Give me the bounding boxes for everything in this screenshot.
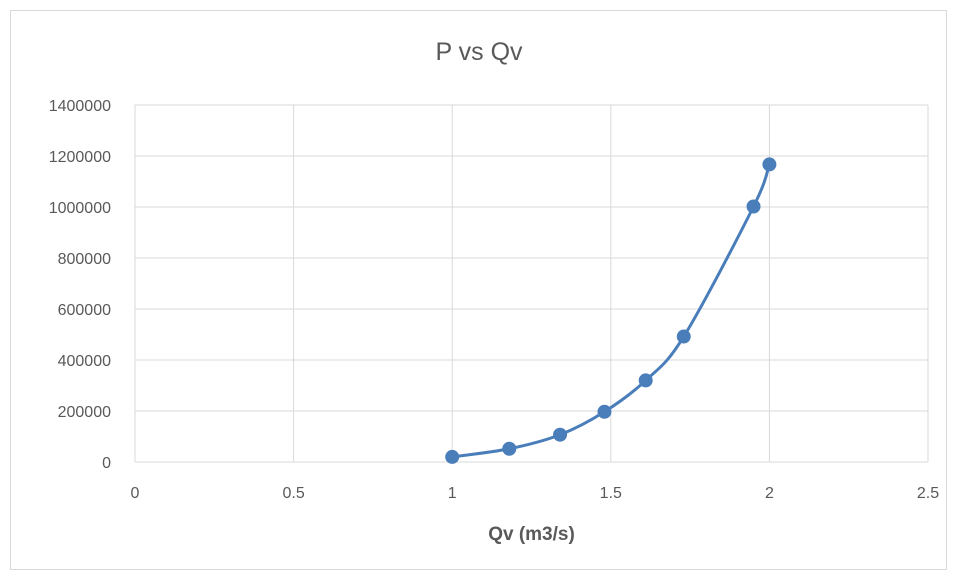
y-tick-label: 1000000 <box>49 200 111 217</box>
y-tick-label: 200000 <box>58 404 111 421</box>
x-axis-ticks: 0 0.5 1 1.5 2 2.5 <box>131 485 940 502</box>
data-point <box>762 157 777 172</box>
data-point <box>502 441 517 456</box>
x-tick-label: 1.5 <box>600 485 622 502</box>
data-point <box>676 329 691 344</box>
x-tick-label: 0 <box>131 485 140 502</box>
y-tick-label: 0 <box>102 455 111 472</box>
series-line <box>451 163 771 459</box>
x-tick-label: 2 <box>765 485 774 502</box>
y-tick-label: 800000 <box>58 251 111 268</box>
gridlines <box>134 104 929 463</box>
data-point <box>597 404 612 419</box>
x-tick-label: 1 <box>448 485 457 502</box>
y-tick-label: 1200000 <box>49 149 111 166</box>
data-point <box>746 199 761 214</box>
data-point <box>638 373 653 388</box>
x-tick-label: 0.5 <box>282 485 304 502</box>
data-point <box>553 427 568 442</box>
series-group <box>445 157 777 464</box>
x-tick-label: 2.5 <box>917 485 939 502</box>
x-axis-label: Qv (m3/s) <box>488 524 575 545</box>
chart-title: P vs Qv <box>435 38 523 66</box>
data-point <box>445 449 460 464</box>
y-axis-ticks: 0 200000 400000 600000 800000 1000000 1200000 1… <box>49 98 111 472</box>
chart-area <box>10 10 947 570</box>
y-tick-label: 1400000 <box>49 98 111 115</box>
y-tick-label: 400000 <box>58 353 111 370</box>
y-tick-label: 600000 <box>58 302 111 319</box>
